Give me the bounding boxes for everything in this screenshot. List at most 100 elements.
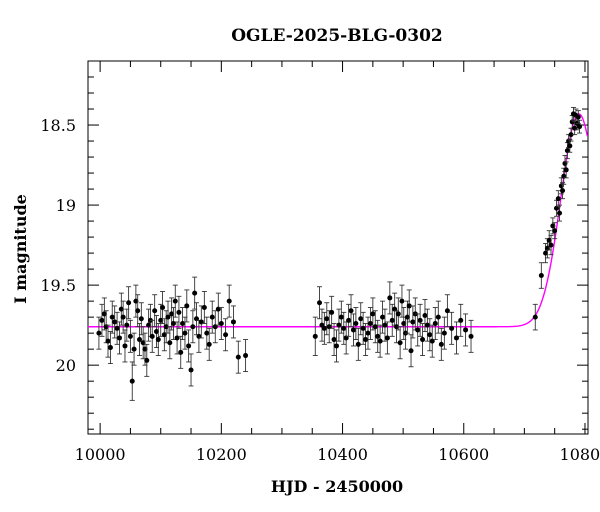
data-point: [468, 333, 474, 339]
data-point: [243, 353, 249, 359]
data-point: [393, 324, 399, 330]
data-point: [363, 337, 369, 343]
data-point: [577, 124, 583, 130]
y-axis-label: I magnitude: [11, 194, 30, 304]
data-point: [167, 340, 173, 346]
data-point: [550, 223, 556, 229]
data-point: [532, 314, 538, 320]
data-point: [206, 341, 212, 347]
x-tick-label: 10800: [560, 445, 600, 464]
data-point: [160, 305, 166, 311]
y-tick-label: 19: [56, 196, 76, 215]
data-point: [118, 306, 124, 312]
data-point: [101, 311, 107, 317]
data-point: [449, 325, 455, 331]
data-point: [404, 314, 410, 320]
data-point: [548, 242, 554, 248]
data-point: [133, 298, 139, 304]
data-point: [122, 343, 128, 349]
data-point: [152, 308, 158, 314]
data-point: [563, 167, 569, 173]
data-point: [432, 321, 438, 327]
data-point: [395, 311, 401, 317]
data-point: [348, 308, 354, 314]
data-point: [188, 367, 194, 373]
data-point: [146, 322, 152, 328]
data-point: [226, 298, 232, 304]
data-point: [178, 349, 184, 355]
data-point: [114, 325, 120, 331]
plot-frame: [87, 60, 589, 435]
data-point: [397, 340, 403, 346]
data-point: [420, 337, 426, 343]
data-point: [165, 314, 171, 320]
plot-area: 10000 10200 10400 10600 10800 18.5 19 19.5 20: [40, 60, 600, 464]
data-point: [107, 345, 113, 351]
data-point: [367, 321, 373, 327]
data-point: [555, 196, 561, 202]
data-point: [568, 132, 574, 138]
data-point: [370, 311, 376, 317]
data-point: [444, 308, 450, 314]
x-tick-label: 10200: [196, 445, 247, 464]
data-point: [192, 290, 198, 296]
data-point: [169, 311, 175, 317]
data-point: [153, 329, 159, 335]
data-point: [127, 333, 133, 339]
x-tick-label: 10600: [438, 445, 489, 464]
data-point: [360, 325, 366, 331]
data-point: [321, 325, 327, 331]
data-point: [387, 295, 393, 301]
data-point: [163, 324, 169, 330]
data-point: [575, 114, 581, 120]
data-point: [543, 250, 549, 256]
data-point: [399, 298, 405, 304]
data-point: [438, 341, 444, 347]
data-point: [124, 322, 130, 328]
data-point: [546, 237, 552, 243]
data-point: [375, 333, 381, 339]
data-point: [422, 313, 428, 319]
data-point: [137, 337, 143, 343]
data-point: [324, 316, 330, 322]
data-point: [463, 327, 469, 333]
data-point: [353, 321, 359, 327]
data-point: [184, 303, 190, 309]
data-point: [341, 325, 347, 331]
data-point: [218, 321, 224, 327]
data-point: [338, 314, 344, 320]
data-point: [453, 335, 459, 341]
data-point: [355, 341, 361, 347]
data-point: [172, 298, 178, 304]
data-point: [99, 317, 105, 323]
data-point: [180, 321, 186, 327]
data-point: [441, 330, 447, 336]
x-axis-label: HJD - 2450000: [271, 477, 403, 496]
data-point: [560, 188, 566, 194]
data-point: [415, 327, 421, 333]
data-point: [204, 330, 210, 336]
data-point: [365, 330, 371, 336]
data-point: [382, 322, 388, 328]
data-point: [120, 314, 126, 320]
data-point: [176, 309, 182, 315]
data-point: [372, 324, 378, 330]
data-point: [377, 338, 383, 344]
data-point: [109, 314, 115, 320]
data-point: [350, 327, 356, 333]
x-tick-label: 10400: [317, 445, 368, 464]
data-point: [336, 322, 342, 328]
data-point: [417, 317, 423, 323]
data-point: [112, 319, 118, 325]
data-point: [105, 338, 111, 344]
data-point: [557, 210, 563, 216]
data-point: [384, 335, 390, 341]
data-point: [538, 273, 544, 279]
data-point: [138, 316, 144, 322]
data-point: [333, 343, 339, 349]
data-point: [223, 332, 229, 338]
data-point: [149, 333, 155, 339]
data-point: [331, 337, 337, 343]
data-point: [552, 228, 558, 234]
